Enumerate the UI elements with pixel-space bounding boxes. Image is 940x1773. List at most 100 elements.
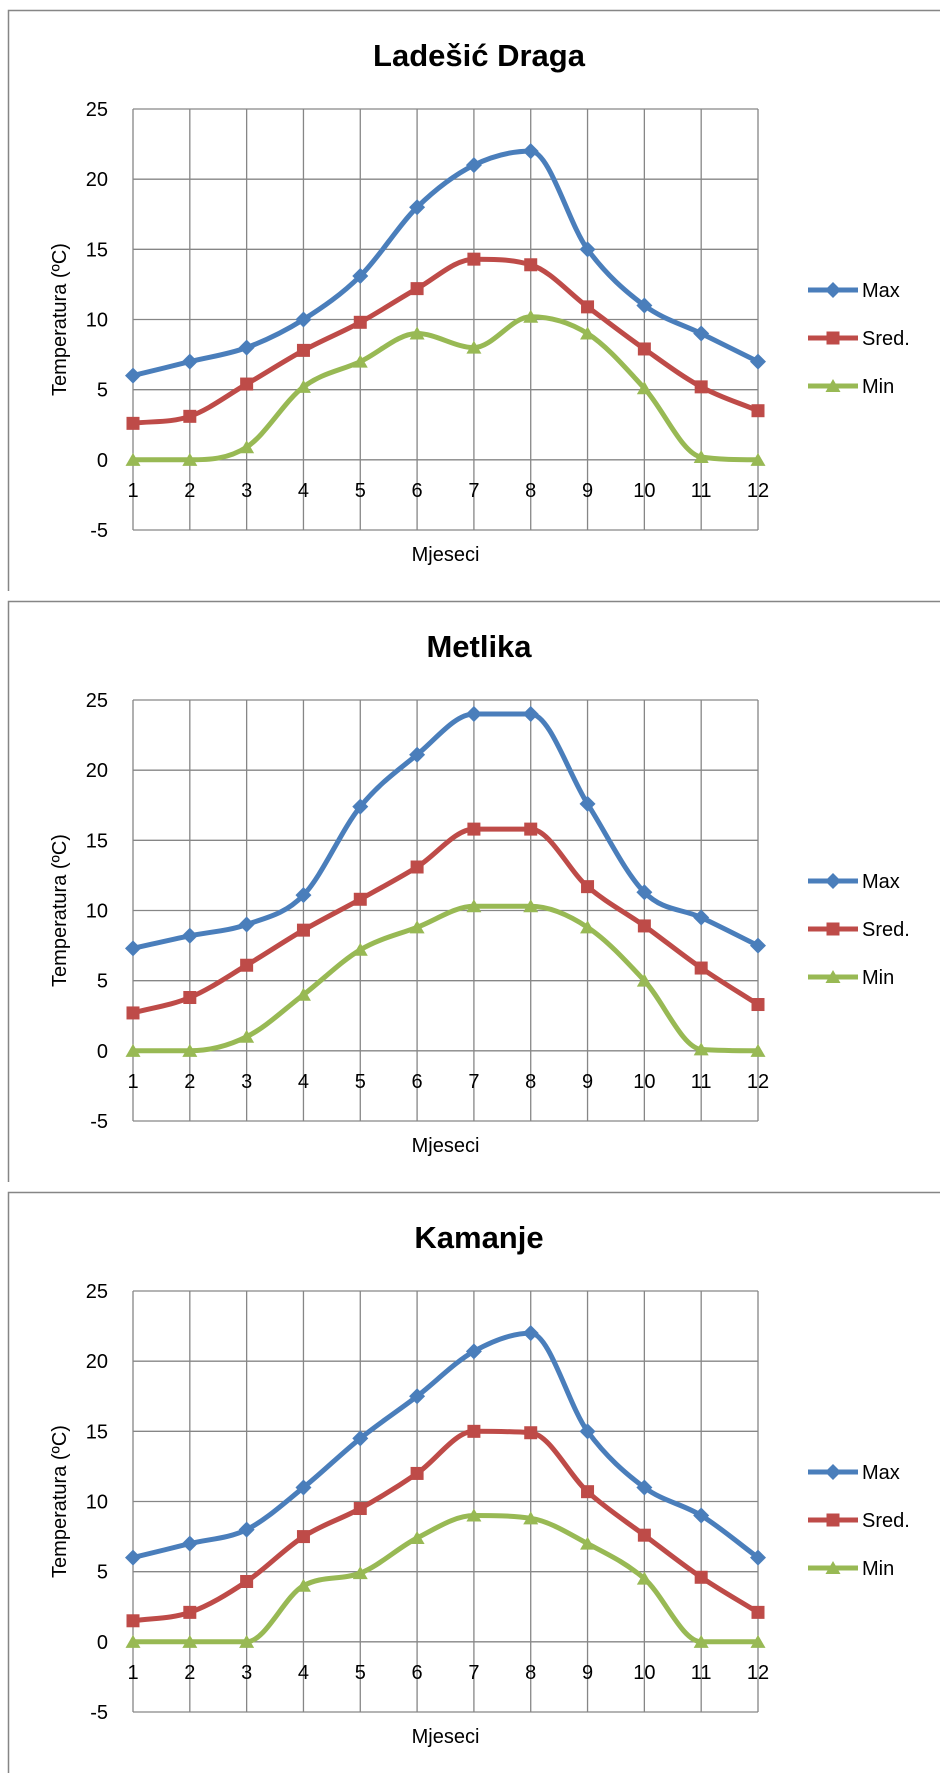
x-tick-label: 5 xyxy=(355,1071,366,1093)
legend-entry: Max xyxy=(808,280,900,302)
data-point xyxy=(693,450,709,464)
x-tick-label: 5 xyxy=(355,480,366,502)
data-point xyxy=(295,887,312,904)
data-point xyxy=(580,326,596,340)
data-point xyxy=(466,899,482,913)
data-point xyxy=(352,1566,368,1580)
x-tick-label: 1 xyxy=(127,480,138,502)
data-point xyxy=(183,1605,197,1619)
x-tick-label: 9 xyxy=(582,480,593,502)
data-point xyxy=(524,258,538,272)
data-point xyxy=(579,795,596,812)
series-max xyxy=(125,143,766,384)
legend-entry: Max xyxy=(808,1462,900,1484)
data-point xyxy=(239,440,255,454)
x-tick-label: 12 xyxy=(747,1662,769,1684)
data-point xyxy=(126,416,140,430)
data-point xyxy=(352,354,368,368)
data-point xyxy=(524,1426,538,1440)
x-tick-label: 2 xyxy=(184,1662,195,1684)
data-point xyxy=(465,706,482,723)
x-tick-label: 4 xyxy=(298,480,309,502)
data-point xyxy=(238,1521,255,1538)
legend-marker xyxy=(825,873,841,889)
data-point xyxy=(295,1479,312,1496)
legend-entry: Min xyxy=(808,376,894,398)
data-point xyxy=(295,311,312,328)
legend-marker xyxy=(826,1513,840,1527)
data-point xyxy=(239,1029,255,1043)
series-max xyxy=(125,706,766,957)
data-point xyxy=(409,746,426,763)
data-point xyxy=(295,1578,311,1592)
data-point xyxy=(467,822,481,836)
data-point xyxy=(238,916,255,933)
legend-label: Min xyxy=(862,967,894,989)
data-point xyxy=(636,973,652,987)
data-point xyxy=(522,1325,539,1342)
y-tick-label: 25 xyxy=(86,99,108,121)
data-point xyxy=(637,919,651,933)
legend-entry: Sred. xyxy=(808,328,910,350)
x-tick-label: 7 xyxy=(468,1071,479,1093)
data-point xyxy=(240,377,254,391)
legend-marker xyxy=(825,970,841,983)
x-axis-label: Mjeseci xyxy=(412,544,480,566)
legend-label: Min xyxy=(862,376,894,398)
series-line xyxy=(130,314,761,463)
data-point xyxy=(353,1502,367,1516)
data-point xyxy=(125,1634,141,1648)
series-line xyxy=(130,1428,761,1624)
data-point xyxy=(523,309,539,323)
data-point xyxy=(636,1479,653,1496)
data-point xyxy=(636,297,653,314)
data-point xyxy=(751,998,765,1012)
y-tick-label: -5 xyxy=(90,1111,108,1133)
y-tick-label: 0 xyxy=(97,1041,108,1063)
x-tick-label: 4 xyxy=(298,1071,309,1093)
chart-border xyxy=(7,1191,940,1773)
x-tick-label: 8 xyxy=(525,1071,536,1093)
x-tick-label: 1 xyxy=(127,1662,138,1684)
data-point xyxy=(240,958,254,972)
x-tick-label: 9 xyxy=(582,1071,593,1093)
y-tick-label: 10 xyxy=(86,901,108,923)
data-point xyxy=(580,920,596,934)
data-point xyxy=(352,942,368,956)
legend-marker xyxy=(825,379,841,392)
x-tick-label: 8 xyxy=(525,1662,536,1684)
legend-entry: Min xyxy=(808,967,894,989)
x-tick-label: 10 xyxy=(633,480,655,502)
x-axis-label: Mjeseci xyxy=(412,1726,480,1748)
y-tick-label: -5 xyxy=(90,1702,108,1724)
data-point xyxy=(581,880,595,894)
data-point xyxy=(750,452,766,466)
data-point xyxy=(295,379,311,393)
y-tick-label: 20 xyxy=(86,760,108,782)
data-point xyxy=(750,937,766,954)
data-point xyxy=(353,892,367,906)
legend-entry: Sred. xyxy=(808,919,910,941)
data-point xyxy=(579,1423,596,1440)
legend-entry: Min xyxy=(808,1558,894,1580)
x-tick-label: 7 xyxy=(468,1662,479,1684)
legend-marker xyxy=(826,331,840,345)
data-point xyxy=(182,452,198,466)
data-point xyxy=(693,1507,710,1524)
data-point xyxy=(296,1530,310,1544)
series-sred xyxy=(126,822,765,1020)
data-point xyxy=(409,1388,426,1405)
x-tick-label: 10 xyxy=(633,1662,655,1684)
x-tick-label: 12 xyxy=(747,1071,769,1093)
y-tick-label: 5 xyxy=(97,1562,108,1584)
data-point xyxy=(693,1042,709,1056)
chart-border xyxy=(7,600,940,1182)
data-point xyxy=(126,1614,140,1628)
legend-marker xyxy=(825,1464,841,1480)
y-tick-label: 20 xyxy=(86,169,108,191)
x-tick-label: 11 xyxy=(691,480,712,502)
data-point xyxy=(636,381,652,395)
data-point xyxy=(352,798,369,815)
data-point xyxy=(182,1634,198,1648)
